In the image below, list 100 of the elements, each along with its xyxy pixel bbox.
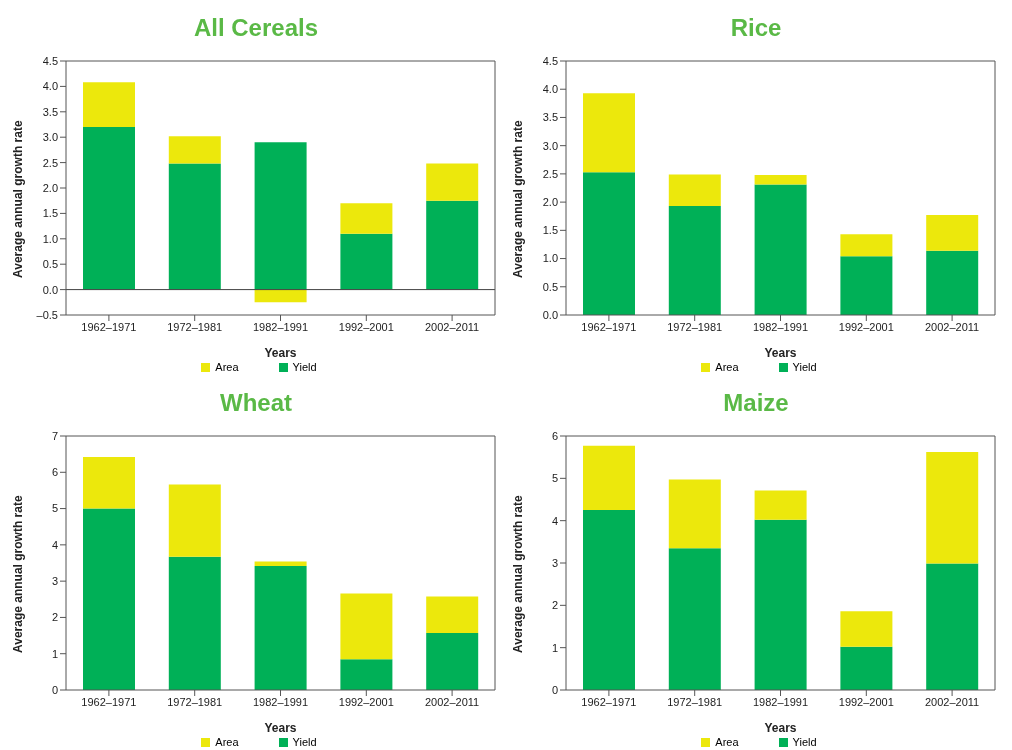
bar: [254, 565, 307, 690]
x-tick-label: 1992–2001: [838, 695, 894, 708]
x-tick-label: 1982–1991: [752, 695, 809, 708]
y-tick-label: 6: [51, 466, 58, 479]
legend-label: Area: [214, 361, 239, 373]
bar: [583, 93, 635, 173]
bar: [926, 250, 979, 315]
y-tick-label: 2.0: [42, 181, 58, 194]
x-tick-label: 1982–1991: [252, 695, 309, 708]
x-axis-title: Years: [264, 721, 297, 735]
chart-title: All Cereals: [192, 13, 320, 43]
bar: [926, 452, 979, 564]
x-tick-label: 1972–1981: [167, 320, 223, 333]
bar: [254, 142, 307, 290]
y-tick-label: 0.0: [42, 283, 58, 296]
y-tick-label: 3.0: [42, 131, 58, 144]
bar: [168, 556, 221, 690]
y-axis-title: Average annual growth rate: [511, 495, 526, 653]
y-tick-label: 3: [551, 556, 558, 569]
bar: [426, 163, 479, 201]
bar: [83, 457, 135, 509]
x-axis-title: Years: [264, 346, 297, 360]
bar: [840, 234, 893, 257]
y-tick-label: 3: [51, 575, 58, 588]
bar: [168, 484, 221, 557]
y-tick-label: 3.0: [542, 139, 558, 152]
bar: [840, 256, 893, 315]
bar: [340, 203, 393, 234]
y-tick-label: 3.5: [542, 111, 558, 124]
y-axis-title: Average annual growth rate: [11, 495, 26, 653]
y-tick-label: –0.5: [36, 308, 58, 321]
bar: [583, 172, 635, 315]
bar: [426, 200, 479, 290]
bar: [926, 563, 979, 690]
bar: [340, 233, 393, 290]
bar: [668, 548, 721, 690]
legend-label: Area: [714, 361, 739, 373]
y-tick-label: 2.0: [542, 196, 558, 209]
x-tick-label: 1972–1981: [667, 320, 723, 333]
y-tick-label: 0: [551, 683, 558, 696]
bar: [426, 596, 479, 634]
bar: [168, 136, 221, 164]
bar: [840, 611, 893, 647]
legend-label: Area: [714, 736, 739, 748]
x-axis-title: Years: [764, 346, 797, 360]
x-tick-label: 1992–2001: [838, 320, 894, 333]
x-tick-label: 1982–1991: [252, 320, 309, 333]
x-tick-label: 2002–2011: [424, 695, 480, 708]
bar: [840, 646, 893, 690]
bar: [926, 215, 979, 251]
y-tick-label: 6: [551, 429, 558, 442]
y-tick-label: 2.5: [542, 167, 558, 180]
x-tick-label: 1982–1991: [752, 320, 809, 333]
bar: [168, 163, 221, 290]
y-tick-label: 4: [551, 514, 558, 527]
x-tick-label: 1962–1971: [81, 320, 137, 333]
y-tick-label: 4: [51, 538, 58, 551]
bar: [340, 593, 393, 660]
bar: [83, 127, 135, 290]
y-tick-label: 0.5: [542, 280, 558, 293]
bar: [754, 175, 807, 185]
bar: [668, 206, 721, 315]
y-tick-label: 1.5: [42, 207, 58, 220]
x-tick-label: 1972–1981: [167, 695, 223, 708]
legend-label: Area: [214, 736, 239, 748]
bar: [754, 519, 807, 690]
bar: [83, 82, 135, 128]
bar: [754, 184, 807, 315]
chart-title: Rice: [729, 13, 783, 43]
y-tick-label: 0: [51, 683, 58, 696]
x-tick-label: 2002–2011: [424, 320, 480, 333]
y-tick-label: 0.5: [42, 258, 58, 271]
x-tick-label: 1962–1971: [81, 695, 137, 708]
y-tick-label: 1.0: [42, 232, 58, 245]
x-tick-label: 1962–1971: [581, 320, 637, 333]
bar: [254, 561, 307, 566]
y-tick-label: 1.5: [542, 224, 558, 237]
bar: [426, 633, 479, 690]
y-tick-label: 3.5: [42, 105, 58, 118]
bar: [754, 490, 807, 520]
chart-title: Wheat: [219, 388, 293, 418]
y-tick-label: 2.5: [42, 156, 58, 169]
y-tick-label: 1: [551, 641, 558, 654]
y-tick-label: 2: [551, 599, 558, 612]
x-axis-title: Years: [764, 721, 797, 735]
y-tick-label: 2: [51, 611, 58, 624]
legend-label: Yield: [291, 736, 317, 748]
y-axis-title: Average annual growth rate: [511, 120, 526, 278]
y-tick-label: 7: [51, 429, 58, 442]
y-tick-label: 4.5: [42, 54, 58, 67]
x-tick-label: 2002–2011: [924, 695, 980, 708]
x-tick-label: 1972–1981: [667, 695, 723, 708]
bar: [583, 510, 635, 690]
y-tick-label: 4.0: [42, 80, 58, 93]
legend-label: Yield: [791, 361, 817, 373]
chart-title: Maize: [722, 388, 790, 418]
y-tick-label: 1: [51, 647, 58, 660]
bar: [668, 479, 721, 549]
y-tick-label: 5: [51, 502, 58, 515]
legend-label: Yield: [291, 361, 317, 373]
